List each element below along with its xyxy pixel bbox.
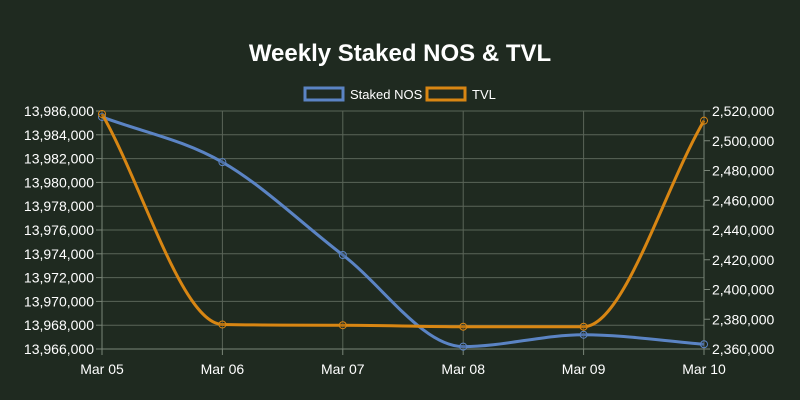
legend-swatch-staked-nos — [303, 86, 345, 102]
right-axis-tick-label: 2,480,000 — [712, 163, 774, 179]
legend-item-staked-nos[interactable]: Staked NOS — [303, 86, 423, 102]
series-line-staked-nos — [101, 115, 705, 349]
right-axis-tick-label: 2,500,000 — [712, 133, 774, 149]
series — [98, 109, 708, 351]
axes: 13,966,000 13,968,000 13,970,000 13,972,000… — [24, 103, 775, 377]
legend-swatch-tvl — [425, 86, 467, 102]
x-axis-tick-label: Mar 10 — [682, 361, 726, 377]
x-axis-tick-label: Mar 07 — [321, 361, 365, 377]
x-axis-tick-label: Mar 06 — [201, 361, 245, 377]
left-axis-tick-label: 13,968,000 — [24, 317, 94, 333]
left-axis-tick-label: 13,978,000 — [24, 198, 94, 214]
series-line-tvl — [100, 113, 706, 329]
left-axis-tick-label: 13,972,000 — [24, 270, 94, 286]
right-axis-tick-label: 2,460,000 — [712, 192, 774, 208]
left-axis-tick-label: 13,974,000 — [24, 246, 94, 262]
data-point-tvl[interactable] — [459, 322, 468, 331]
data-point-tvl[interactable] — [338, 321, 347, 330]
data-point-staked-nos[interactable] — [338, 250, 347, 259]
x-axis-tick-label: Mar 08 — [441, 361, 485, 377]
data-point-tvl[interactable] — [98, 109, 106, 118]
legend-label-staked-nos: Staked NOS — [350, 87, 423, 102]
legend-item-tvl[interactable]: TVL — [425, 86, 496, 102]
left-axis-tick-label: 13,986,000 — [24, 103, 94, 119]
legend-label-tvl: TVL — [472, 87, 496, 102]
right-axis-tick-label: 2,420,000 — [712, 252, 774, 268]
right-axis-tick-label: 2,400,000 — [712, 282, 774, 298]
data-point-staked-nos[interactable] — [459, 342, 468, 351]
data-point-staked-nos[interactable] — [218, 158, 227, 167]
left-axis-tick-label: 13,980,000 — [24, 174, 94, 190]
right-axis-tick-label: 2,440,000 — [712, 222, 774, 238]
left-axis-tick-label: 13,966,000 — [24, 341, 94, 357]
left-axis-tick-label: 13,970,000 — [24, 293, 94, 309]
data-point-tvl[interactable] — [579, 322, 588, 331]
right-axis-tick-label: 2,380,000 — [712, 311, 774, 327]
data-point-staked-nos[interactable] — [579, 330, 588, 339]
right-axis-tick-label: 2,520,000 — [712, 103, 774, 119]
left-axis-tick-label: 13,984,000 — [24, 127, 94, 143]
right-axis-tick-label: 2,360,000 — [712, 341, 774, 357]
data-point-staked-nos[interactable] — [700, 340, 708, 349]
data-point-tvl[interactable] — [700, 116, 708, 125]
x-axis-tick-label: Mar 09 — [562, 361, 606, 377]
left-axis-tick-label: 13,976,000 — [24, 222, 94, 238]
chart-title: Weekly Staked NOS & TVL — [249, 40, 551, 67]
data-point-tvl[interactable] — [218, 320, 227, 329]
x-axis-tick-label: Mar 05 — [80, 361, 124, 377]
legend: Staked NOS TVL — [303, 86, 496, 102]
left-axis-tick-label: 13,982,000 — [24, 151, 94, 167]
